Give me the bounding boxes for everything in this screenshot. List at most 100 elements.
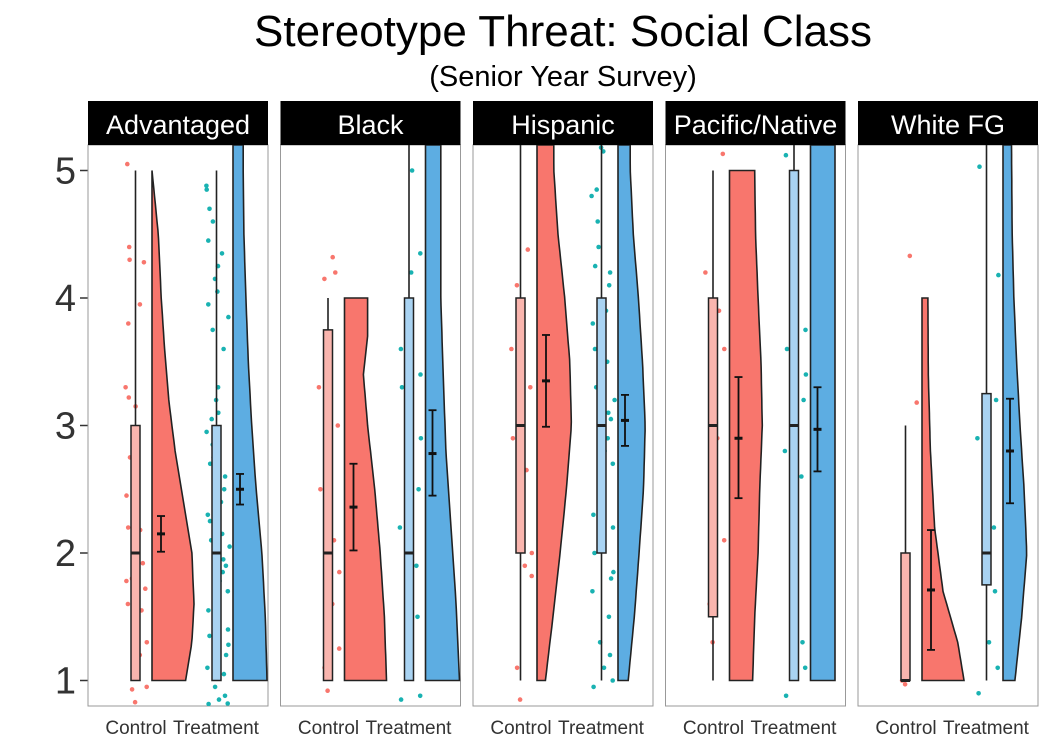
density-cloud <box>728 169 764 682</box>
facet-strip-label: Advantaged <box>106 110 250 140</box>
box-iqr <box>707 297 719 618</box>
facet-strip <box>88 101 268 145</box>
data-point <box>782 448 788 454</box>
data-point <box>398 346 404 352</box>
data-point <box>205 665 210 671</box>
data-point <box>977 164 982 169</box>
data-point <box>914 400 919 405</box>
data-point <box>525 247 531 252</box>
x-tick-label: Control <box>298 718 359 739</box>
data-point <box>221 557 226 562</box>
data-point <box>592 263 598 269</box>
data-point <box>210 219 216 224</box>
chart-title: Stereotype Threat: Social Class <box>254 7 872 56</box>
data-point <box>225 627 231 632</box>
data-point <box>137 302 143 307</box>
data-point <box>783 152 789 158</box>
data-point <box>125 525 131 530</box>
density-cloud <box>232 145 268 682</box>
data-point <box>219 251 225 256</box>
data-point <box>209 416 214 422</box>
data-point <box>415 614 420 620</box>
data-point <box>221 487 227 492</box>
data-point <box>144 684 149 690</box>
data-point <box>206 608 211 613</box>
data-point <box>514 665 520 671</box>
data-point <box>221 346 226 352</box>
data-point <box>222 693 228 699</box>
data-point <box>225 589 231 594</box>
panel-content <box>703 145 836 699</box>
facet-panels: Advantaged Control Treatment Black Control Tr… <box>87 101 1039 739</box>
data-point <box>126 321 131 326</box>
data-point <box>801 397 806 403</box>
data-point <box>207 206 212 212</box>
density-cloud <box>424 145 461 682</box>
data-point <box>514 283 520 288</box>
data-point <box>722 346 727 352</box>
data-point <box>611 569 616 575</box>
data-point <box>417 693 423 699</box>
box-iqr <box>981 392 992 586</box>
data-point <box>409 168 415 173</box>
data-point <box>590 589 595 594</box>
data-point <box>800 640 805 645</box>
data-point <box>601 665 607 671</box>
x-tick-label: Treatment <box>751 718 838 739</box>
data-point <box>594 187 599 192</box>
y-tick-label: 5 <box>55 151 76 193</box>
data-point <box>222 474 228 479</box>
y-axis: 1 2 3 4 5 <box>55 151 88 703</box>
data-point <box>206 238 211 243</box>
data-point <box>803 327 808 333</box>
data-point <box>226 314 231 320</box>
data-point <box>141 260 147 265</box>
facet-strip-label: White FG <box>891 110 1005 140</box>
data-point <box>418 372 423 377</box>
data-point <box>129 687 135 692</box>
data-point <box>225 701 230 706</box>
data-point <box>591 684 596 690</box>
data-point <box>606 614 612 620</box>
data-point <box>399 385 405 390</box>
facet-strip-label: Black <box>337 110 404 140</box>
data-point <box>720 151 726 157</box>
data-point <box>227 544 232 549</box>
facet-panel-white-fg: White FG Control Treatment <box>857 101 1039 739</box>
data-point <box>124 578 129 584</box>
data-point <box>325 688 330 693</box>
data-point <box>606 410 611 416</box>
data-point <box>589 193 594 199</box>
data-point <box>398 697 404 702</box>
data-point <box>126 244 132 250</box>
density-cloud <box>151 170 195 682</box>
chart-subtitle: (Senior Year Survey) <box>429 61 697 93</box>
data-point <box>610 461 616 467</box>
data-point <box>610 678 615 683</box>
data-point <box>610 525 616 530</box>
data-point <box>992 589 998 594</box>
y-tick-label: 4 <box>55 278 76 320</box>
data-point <box>529 573 534 579</box>
data-point <box>995 665 1000 671</box>
y-tick-label: 2 <box>55 533 76 575</box>
data-point <box>803 372 809 377</box>
data-point <box>204 187 209 192</box>
facet-strip-label: Pacific/Native <box>674 110 838 140</box>
y-tick-label: 1 <box>55 661 76 703</box>
data-point <box>528 385 533 390</box>
data-point <box>206 701 211 706</box>
data-point <box>125 601 131 607</box>
density-cloud <box>536 145 573 682</box>
box-iqr <box>322 329 334 682</box>
data-point <box>207 518 213 524</box>
data-point <box>802 665 808 671</box>
facet-panel-hispanic: Hispanic Control Treatment <box>472 101 654 739</box>
data-point <box>143 586 148 591</box>
density-cloud <box>617 145 646 682</box>
data-point <box>212 684 218 690</box>
data-point <box>517 697 523 702</box>
data-point <box>316 385 322 390</box>
data-point <box>522 563 528 569</box>
